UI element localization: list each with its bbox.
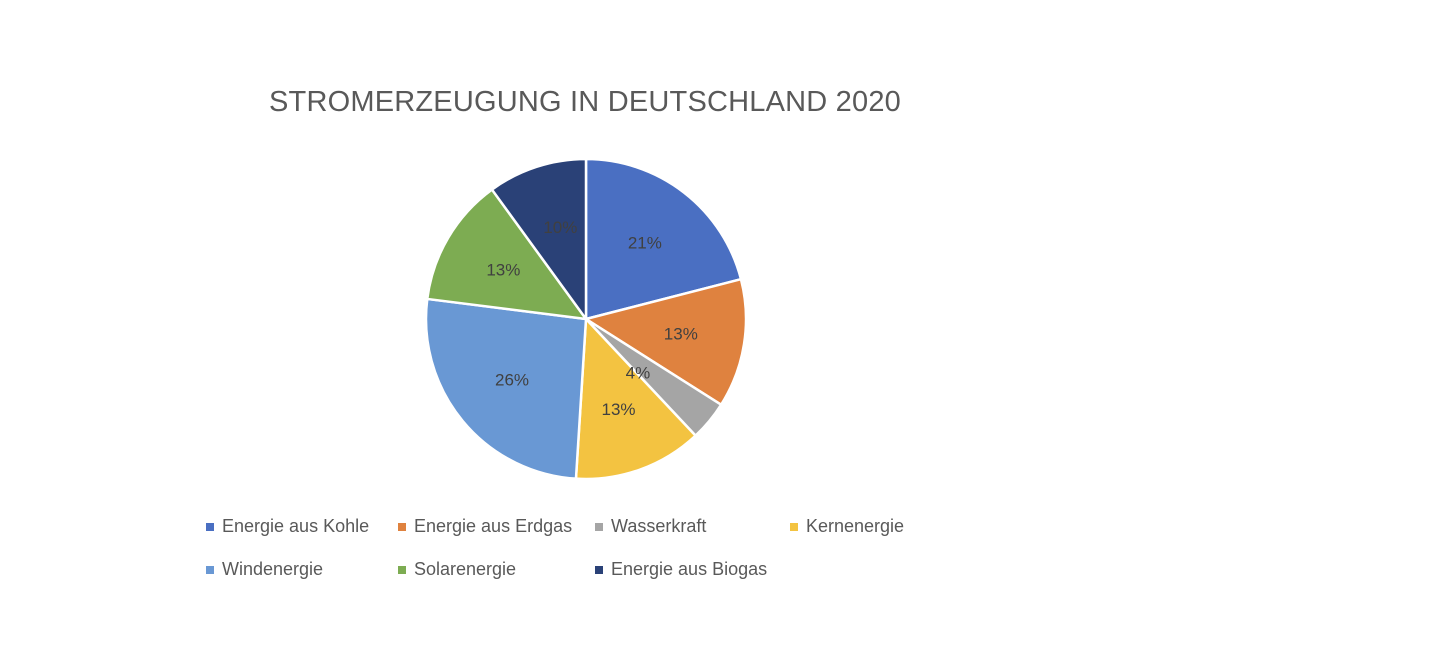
pie-slice-label-4: 13% [602,400,636,419]
pie-slice-label-1: 21% [628,234,662,253]
pie-slice-label-6: 13% [486,261,520,280]
pie-slice-5 [424,297,588,480]
pie-slice-4 [574,317,697,481]
pie-slice-label-3: 4% [626,364,651,383]
chart-title: STROMERZEUGUNG IN DEUTSCHLAND 2020 [268,86,901,118]
pie-slice-label-2: 13% [664,325,698,344]
pie-slice-7 [490,157,588,321]
pie-slice-label-7: 10% [543,218,577,237]
pie-slice-6 [426,188,588,321]
pie-slice-label-5: 26% [495,371,529,390]
pie-slice-1 [584,157,743,321]
pie-slice-2 [584,277,748,406]
